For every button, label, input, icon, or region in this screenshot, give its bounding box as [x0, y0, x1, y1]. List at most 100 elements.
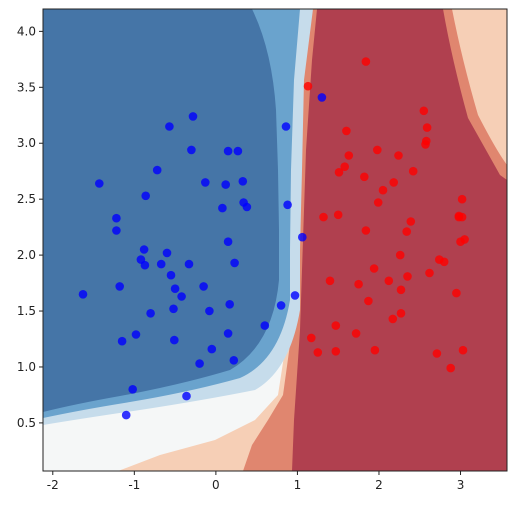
class-1-point [378, 185, 388, 195]
class-1-point [361, 57, 371, 66]
class-0-point [281, 122, 291, 131]
class-0-point [233, 146, 243, 156]
class-1-point [360, 172, 369, 182]
class-1-point [364, 296, 373, 306]
class-0-point [112, 213, 121, 223]
x-axis: -2 -1 0 1 2 3 [47, 471, 464, 492]
class-1-point [333, 210, 343, 220]
class-1-points [303, 57, 469, 373]
x-tick-label: -1 [128, 478, 140, 492]
class-1-point [422, 123, 432, 132]
class-0-point [276, 301, 286, 310]
class-1-point [389, 178, 399, 187]
class-0-point [152, 165, 162, 175]
y-tick-label: 3.5 [17, 80, 36, 94]
class-0-point [117, 336, 127, 346]
class-0-point [131, 330, 141, 339]
class-0-point [199, 282, 208, 291]
class-0-point [156, 259, 166, 269]
class-0-point [187, 145, 196, 155]
class-1-point [388, 314, 398, 324]
class-1-point [334, 168, 344, 177]
x-tick-label: 1 [294, 478, 302, 492]
class-0-point [201, 178, 210, 187]
y-tick-label: 1.5 [17, 304, 36, 318]
class-0-point [141, 191, 150, 201]
class-1-point [395, 250, 405, 260]
class-0-point [182, 391, 191, 401]
class-0-point [205, 306, 214, 316]
class-1-point [394, 151, 403, 160]
class-0-point [230, 258, 239, 268]
y-axis: 0.5 1.0 1.5 2.0 2.5 3.0 3.5 4.0 [17, 24, 43, 430]
class-0-point [128, 385, 137, 394]
class-0-point [229, 356, 239, 365]
class-0-point [121, 410, 131, 420]
class-0-point [95, 179, 104, 188]
class-1-point [446, 363, 456, 373]
class-1-point [439, 257, 449, 267]
class-1-point [402, 227, 412, 236]
x-tick-label: -2 [47, 478, 59, 492]
class-0-point [223, 329, 233, 338]
class-0-point [207, 344, 217, 354]
plot-area [43, 9, 507, 471]
class-1-point [458, 345, 468, 355]
class-0-point [290, 291, 300, 300]
class-1-point [421, 140, 430, 149]
region-class-1-strong [292, 9, 507, 471]
class-0-point [260, 321, 270, 330]
class-1-point [340, 162, 350, 171]
class-1-point [452, 288, 461, 298]
class-0-point [140, 260, 150, 270]
y-tick-label: 0.5 [17, 416, 36, 430]
class-1-point [331, 321, 341, 330]
class-1-point [319, 212, 328, 222]
y-tick-label: 1.0 [17, 360, 36, 374]
class-1-point [313, 348, 323, 357]
class-0-point [169, 304, 178, 314]
class-1-point [344, 151, 354, 160]
y-tick-label: 2.5 [17, 192, 36, 206]
class-0-point [317, 93, 327, 102]
class-0-point [298, 232, 307, 242]
class-0-point [242, 202, 252, 212]
region-class-0-strong [43, 9, 279, 412]
class-1-point [396, 309, 406, 318]
class-0-point [139, 245, 149, 254]
class-1-point [351, 329, 361, 338]
class-0-point [283, 200, 292, 210]
class-0-point [221, 180, 230, 189]
class-1-point [331, 347, 341, 356]
y-tick-label: 2.0 [17, 248, 36, 262]
class-1-point [361, 226, 371, 235]
class-1-point [373, 198, 383, 207]
class-0-point [238, 177, 248, 186]
class-1-point [396, 285, 406, 295]
class-0-point [218, 203, 227, 213]
class-1-point [342, 126, 351, 136]
class-1-point [307, 333, 316, 343]
class-1-point [408, 166, 418, 176]
class-0-point [112, 226, 121, 235]
class-1-point [354, 279, 363, 289]
class-1-point [457, 194, 467, 204]
class-0-point [225, 300, 234, 309]
class-1-point [406, 217, 416, 226]
class-0-point [223, 237, 233, 246]
class-0-point [115, 282, 124, 291]
class-1-point [432, 349, 442, 358]
class-1-point [373, 145, 382, 155]
class-0-point [78, 290, 88, 299]
plot-frame [42, 8, 508, 472]
class-1-point [384, 276, 394, 286]
class-0-point [170, 284, 180, 294]
class-0-point [223, 146, 233, 156]
class-1-point [419, 106, 429, 116]
class-0-point [188, 112, 198, 121]
class-0-point [170, 335, 179, 345]
class-1-point [460, 235, 469, 244]
y-tick-label: 3.0 [17, 136, 36, 150]
